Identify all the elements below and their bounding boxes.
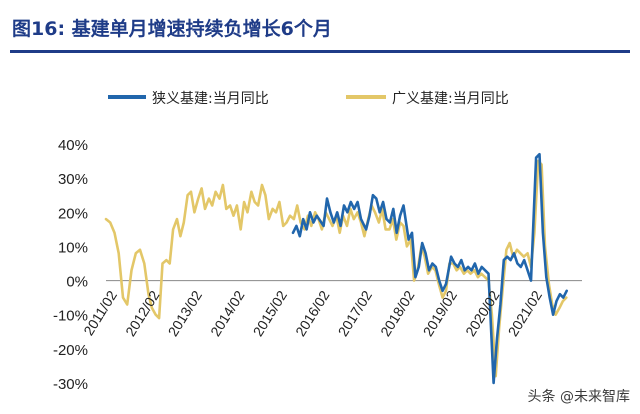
legend-item-narrow: 狭义基建:当月同比 (108, 90, 269, 107)
plot-area (104, 152, 568, 385)
x-tick-label: 2014/02 (207, 287, 247, 339)
x-tick-label: 2021/02 (505, 287, 545, 339)
y-tick-label: 0% (66, 274, 88, 291)
x-tick-label: 2017/02 (335, 287, 375, 339)
title-underline (10, 50, 630, 53)
y-axis: 40% 30% 20% 10% 0% -10% -20% -30% (53, 137, 88, 393)
y-tick-label: 20% (58, 205, 88, 222)
y-tick-label: 10% (58, 239, 88, 256)
figure-title: 图16: 基建单月增速持续负增长6个月 (12, 18, 332, 40)
y-tick-label: -30% (53, 376, 88, 393)
legend-item-broad: 广义基建:当月同比 (346, 90, 509, 107)
y-tick-label: -20% (53, 342, 88, 359)
watermark: 头条 @未来智库 (527, 389, 630, 405)
y-tick-label: -10% (53, 308, 88, 325)
series-line-narrow (291, 152, 568, 385)
legend: 狭义基建:当月同比 广义基建:当月同比 (108, 90, 509, 107)
y-tick-label: 30% (58, 171, 88, 188)
x-tick-label: 2018/02 (377, 287, 417, 339)
x-axis: 2011/02 2012/02 2013/02 2014/02 2015/02 2016/… (80, 287, 545, 339)
x-tick-label: 2016/02 (292, 287, 332, 339)
x-tick-label: 2013/02 (165, 287, 205, 339)
x-tick-label: 2019/02 (420, 287, 460, 339)
legend-label-narrow: 狭义基建:当月同比 (152, 90, 269, 107)
legend-label-broad: 广义基建:当月同比 (392, 90, 509, 107)
x-tick-label: 2015/02 (250, 287, 290, 339)
y-tick-label: 40% (58, 137, 88, 154)
